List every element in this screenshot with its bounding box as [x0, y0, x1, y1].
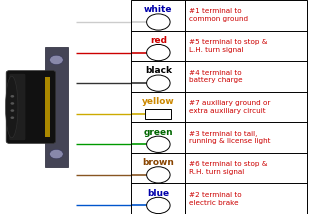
FancyBboxPatch shape — [9, 74, 25, 140]
Circle shape — [146, 14, 170, 30]
Text: red: red — [150, 36, 167, 45]
Text: #3 terminal to tail,
running & license light: #3 terminal to tail, running & license l… — [189, 131, 271, 144]
Circle shape — [11, 116, 14, 119]
Circle shape — [11, 95, 14, 98]
Text: #5 terminal to stop &
L.H. turn signal: #5 terminal to stop & L.H. turn signal — [189, 39, 268, 53]
Bar — [146, 109, 171, 119]
Circle shape — [11, 102, 14, 105]
Bar — [185, 0, 307, 214]
Ellipse shape — [6, 76, 18, 138]
Circle shape — [146, 136, 170, 152]
Text: #1 terminal to
common ground: #1 terminal to common ground — [189, 8, 248, 22]
Text: black: black — [145, 66, 172, 75]
Text: #6 terminal to stop &
R.H. turn signal: #6 terminal to stop & R.H. turn signal — [189, 161, 268, 175]
Circle shape — [146, 197, 170, 214]
Text: blue: blue — [147, 189, 169, 198]
Text: brown: brown — [142, 158, 174, 167]
Bar — [45, 77, 50, 137]
Text: white: white — [144, 5, 173, 14]
Circle shape — [146, 167, 170, 183]
Circle shape — [146, 75, 170, 91]
Circle shape — [11, 109, 14, 112]
Circle shape — [49, 149, 63, 159]
Text: #4 terminal to
battery charge: #4 terminal to battery charge — [189, 70, 243, 83]
Bar — [45, 47, 68, 167]
Bar — [131, 0, 185, 214]
Text: #2 terminal to
electric brake: #2 terminal to electric brake — [189, 192, 242, 206]
Text: #7 auxiliary ground or
extra auxiliary circuit: #7 auxiliary ground or extra auxiliary c… — [189, 100, 270, 114]
Circle shape — [49, 55, 63, 65]
FancyBboxPatch shape — [6, 71, 56, 143]
Circle shape — [146, 45, 170, 61]
Text: yellow: yellow — [142, 97, 175, 106]
Text: green: green — [144, 128, 173, 137]
